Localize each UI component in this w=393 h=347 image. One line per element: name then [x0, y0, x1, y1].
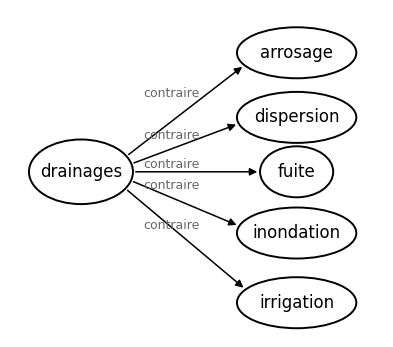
Text: contraire: contraire — [143, 219, 200, 232]
Text: dispersion: dispersion — [254, 108, 340, 126]
Text: contraire: contraire — [143, 129, 200, 142]
Text: arrosage: arrosage — [260, 44, 333, 62]
Ellipse shape — [237, 27, 356, 78]
Ellipse shape — [237, 92, 356, 143]
Text: irrigation: irrigation — [259, 294, 334, 312]
Text: contraire: contraire — [143, 179, 200, 192]
Ellipse shape — [29, 139, 133, 204]
Ellipse shape — [237, 277, 356, 328]
Text: inondation: inondation — [253, 224, 341, 242]
Text: contraire: contraire — [143, 87, 200, 100]
Text: contraire: contraire — [143, 159, 200, 171]
Text: drainages: drainages — [40, 163, 122, 181]
Ellipse shape — [237, 208, 356, 259]
Text: fuite: fuite — [278, 163, 316, 181]
Ellipse shape — [260, 146, 333, 197]
